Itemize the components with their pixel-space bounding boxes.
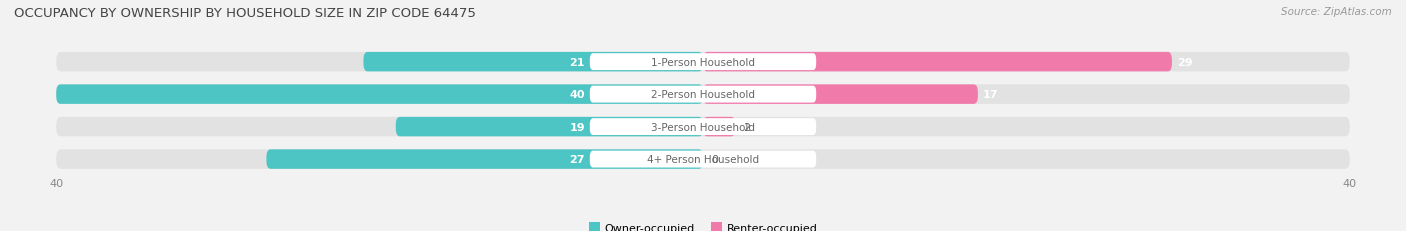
Text: 19: 19	[569, 122, 585, 132]
FancyBboxPatch shape	[591, 119, 815, 135]
Text: 21: 21	[569, 57, 585, 67]
FancyBboxPatch shape	[56, 53, 1350, 72]
Text: 0: 0	[711, 154, 718, 164]
FancyBboxPatch shape	[591, 86, 815, 103]
FancyBboxPatch shape	[703, 53, 1173, 72]
Text: 29: 29	[1177, 57, 1192, 67]
FancyBboxPatch shape	[363, 53, 703, 72]
Text: Source: ZipAtlas.com: Source: ZipAtlas.com	[1281, 7, 1392, 17]
FancyBboxPatch shape	[56, 85, 703, 104]
Text: 3-Person Household: 3-Person Household	[651, 122, 755, 132]
FancyBboxPatch shape	[56, 85, 1350, 104]
Text: 27: 27	[569, 154, 585, 164]
FancyBboxPatch shape	[703, 85, 979, 104]
Text: OCCUPANCY BY OWNERSHIP BY HOUSEHOLD SIZE IN ZIP CODE 64475: OCCUPANCY BY OWNERSHIP BY HOUSEHOLD SIZE…	[14, 7, 477, 20]
Text: 2: 2	[744, 122, 751, 132]
FancyBboxPatch shape	[703, 117, 735, 137]
Text: 40: 40	[569, 90, 585, 100]
Text: 2-Person Household: 2-Person Household	[651, 90, 755, 100]
FancyBboxPatch shape	[591, 151, 815, 168]
FancyBboxPatch shape	[591, 54, 815, 71]
FancyBboxPatch shape	[56, 117, 1350, 137]
Text: 4+ Person Household: 4+ Person Household	[647, 154, 759, 164]
Text: 17: 17	[983, 90, 998, 100]
FancyBboxPatch shape	[56, 150, 1350, 169]
FancyBboxPatch shape	[267, 150, 703, 169]
Text: 1-Person Household: 1-Person Household	[651, 57, 755, 67]
FancyBboxPatch shape	[396, 117, 703, 137]
Legend: Owner-occupied, Renter-occupied: Owner-occupied, Renter-occupied	[583, 218, 823, 231]
